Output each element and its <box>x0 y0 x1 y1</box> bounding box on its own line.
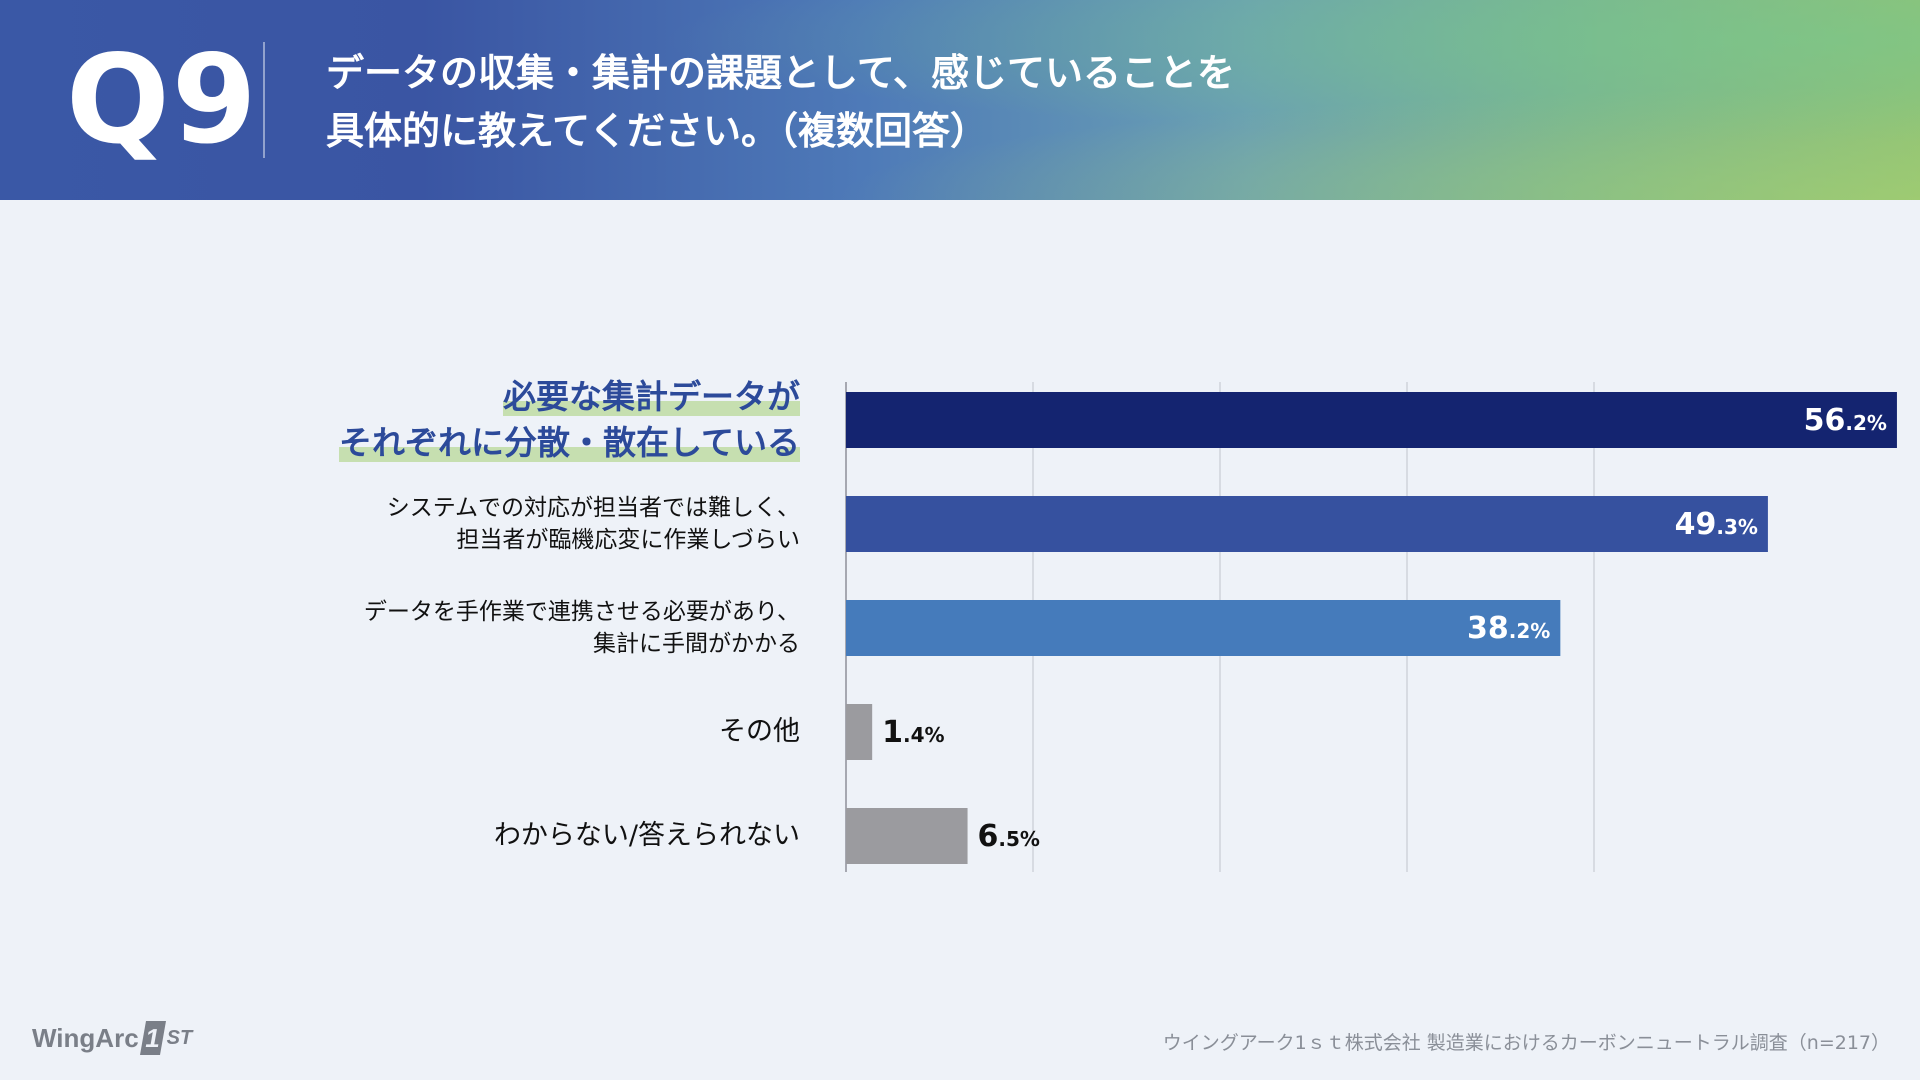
wingarc-logo: WingArc 1 ST <box>32 1018 192 1058</box>
data-label: 56.2% <box>1804 403 1887 438</box>
category-label-line: 集計に手間がかかる <box>593 631 800 657</box>
data-label: 1.4% <box>882 715 944 750</box>
logo-st: ST <box>166 1026 193 1049</box>
category-label-line: データを手作業で連携させる必要があり、 <box>363 599 800 625</box>
category-label: システムでの対応が担当者では難しく、担当者が臨機応変に作業しづらい <box>387 492 800 556</box>
data-label: 49.3% <box>1675 507 1758 542</box>
data-label: 6.5% <box>978 819 1040 854</box>
bar <box>846 704 873 760</box>
question-line-2: 具体的に教えてください。（複数回答） <box>326 109 988 153</box>
question-number: Q9 <box>66 29 259 171</box>
category-label-line: 担当者が臨機応変に作業しづらい <box>456 527 800 553</box>
category-label: その他 <box>719 712 800 752</box>
header-divider <box>263 42 265 158</box>
category-label: わからない/答えられない <box>494 816 800 856</box>
category-label: 必要な集計データがそれぞれに分散・散在している <box>338 374 800 466</box>
category-label-line: わからない/答えられない <box>493 820 800 851</box>
bar <box>846 808 968 864</box>
bar-chart: 56.2% 49.3% 38.2% 1.4% 6.5% 必要な集計データがそれぞれに分散… <box>0 200 1920 1000</box>
bar <box>846 600 1561 656</box>
category-label-line: システムでの対応が担当者では難しく、 <box>386 495 800 521</box>
question-text: データの収集・集計の課題として、感じていることを 具体的に教えてください。（複数… <box>326 44 1526 160</box>
bar-chart-svg: 56.2% 49.3% 38.2% 1.4% 6.5% <box>845 382 1897 872</box>
category-label: データを手作業で連携させる必要があり、集計に手間がかかる <box>364 596 800 660</box>
question-line-1: データの収集・集計の課題として、感じていることを <box>326 51 1235 95</box>
source-note: ウイングアーク1ｓｔ株式会社 製造業におけるカーボンニュートラル調査（n=217… <box>1162 1032 1890 1054</box>
bar <box>846 392 1897 448</box>
data-label: 38.2% <box>1467 611 1550 646</box>
logo-one: 1 <box>139 1021 166 1055</box>
header-band: Q9 データの収集・集計の課題として、感じていることを 具体的に教えてください。… <box>0 0 1920 200</box>
bar <box>846 496 1768 552</box>
logo-text: WingArc <box>32 1022 139 1053</box>
category-label-line: その他 <box>719 716 800 747</box>
category-label-line: 必要な集計データが <box>503 377 800 416</box>
category-label-line: それぞれに分散・散在している <box>338 423 800 462</box>
